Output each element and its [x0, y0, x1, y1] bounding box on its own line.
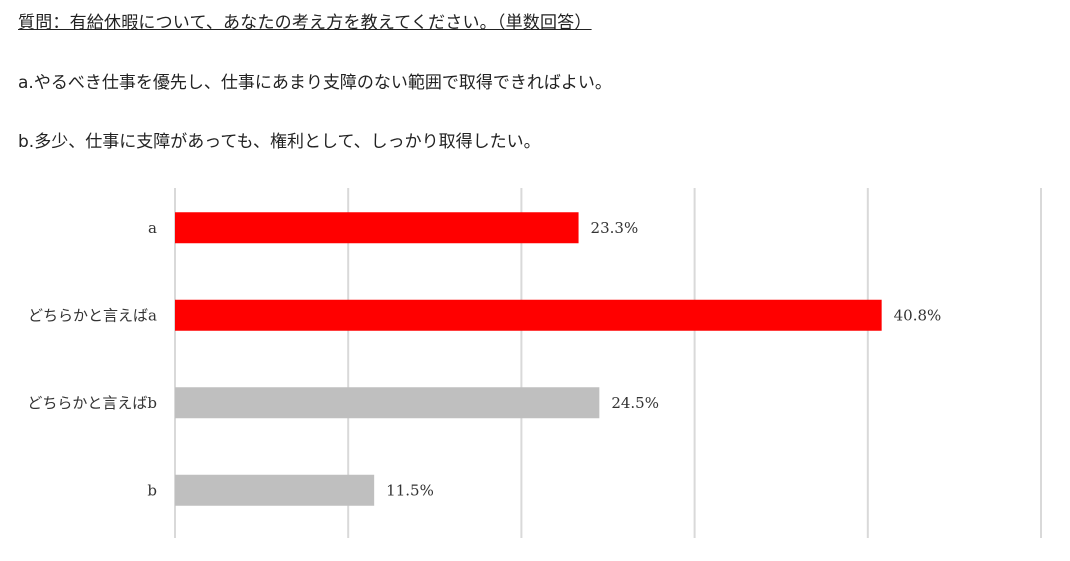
- data-label: 11.5%: [386, 481, 434, 499]
- category-label: b: [147, 481, 157, 499]
- option-b-text: b.多少、仕事に支障があっても、権利として、しっかり取得したい。: [18, 132, 541, 152]
- bar: [175, 299, 882, 331]
- bar: [175, 387, 600, 419]
- category-label: a: [148, 219, 157, 237]
- category-label: どちらかと言えばb: [27, 394, 157, 412]
- data-label: 24.5%: [611, 394, 659, 412]
- bar: [175, 212, 579, 244]
- option-a-text: a.やるべき仕事を優先し、仕事にあまり支障のない範囲で取得できればよい。: [18, 73, 612, 93]
- bar-chart: a 23.3% どちらかと言えばa 40.8% どちらかと言えばb 24.5% b 11.5%: [27, 188, 1042, 538]
- bar: [175, 474, 375, 506]
- question-title: 質問：有給休暇について、あなたの考え方を教えてください。（単数回答）: [18, 13, 592, 33]
- data-label: 40.8%: [894, 306, 942, 324]
- category-label: どちらかと言えばa: [28, 306, 157, 324]
- data-label: 23.3%: [591, 219, 639, 237]
